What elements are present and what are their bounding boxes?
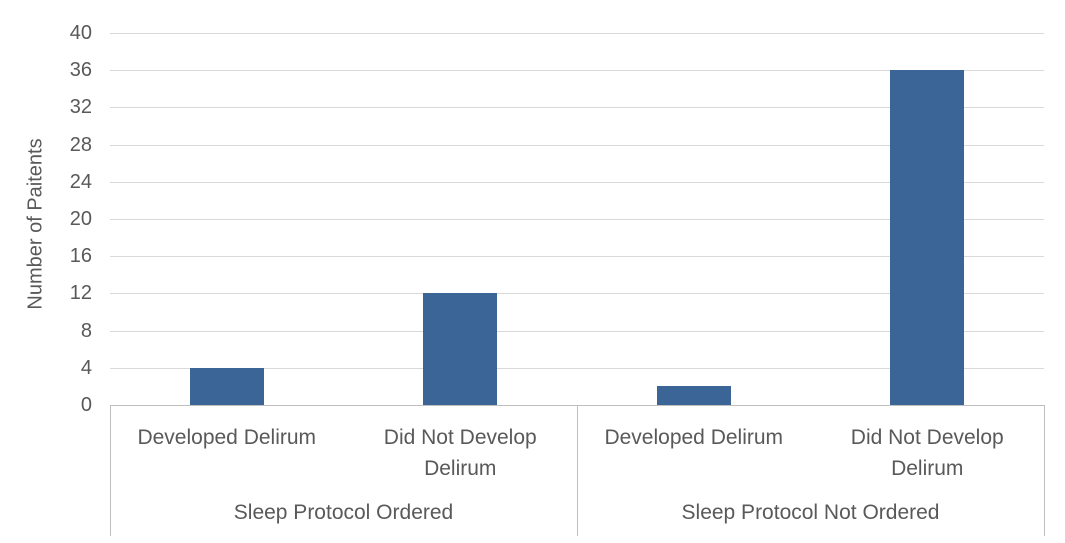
- y-tick-label: 36: [69, 59, 92, 82]
- group-divider: [1044, 405, 1045, 536]
- group-divider: [110, 405, 111, 536]
- gridline: [110, 330, 1044, 332]
- y-tick-label: 20: [69, 208, 92, 230]
- gridline: [110, 256, 1044, 258]
- gridline: [110, 70, 1044, 72]
- group-label: Sleep Protocol Ordered: [233, 501, 454, 524]
- gridline: [110, 33, 1044, 34]
- gridline: [110, 181, 1044, 183]
- y-tick-label: 4: [80, 356, 92, 379]
- category-label: Developed Delirum: [604, 426, 784, 449]
- y-tick-label: 40: [69, 22, 92, 44]
- chart-bar: [423, 293, 498, 405]
- group-label: Sleep Protocol Not Ordered: [681, 501, 940, 524]
- y-tick-label: 16: [69, 245, 92, 268]
- category-label: Did Not Develop Delirum: [383, 426, 537, 480]
- category-label: Did Not Develop Delirum: [850, 426, 1004, 480]
- y-tick-label: 24: [69, 170, 92, 193]
- chart-bar: [890, 70, 965, 405]
- y-tick-label: 28: [69, 133, 92, 156]
- group-divider: [577, 405, 578, 536]
- gridline: [110, 107, 1044, 109]
- gridline: [110, 219, 1044, 220]
- y-tick-label: 0: [80, 394, 92, 416]
- y-tick-label: 32: [69, 96, 92, 119]
- category-label: Developed Delirum: [137, 426, 317, 449]
- chart-bar: [189, 367, 264, 405]
- gridline: [110, 144, 1044, 146]
- gridline: [110, 293, 1044, 295]
- y-tick-label: 12: [69, 282, 92, 305]
- y-tick-label: 8: [80, 319, 92, 342]
- gridline: [110, 367, 1044, 369]
- chart-bar: [656, 386, 731, 405]
